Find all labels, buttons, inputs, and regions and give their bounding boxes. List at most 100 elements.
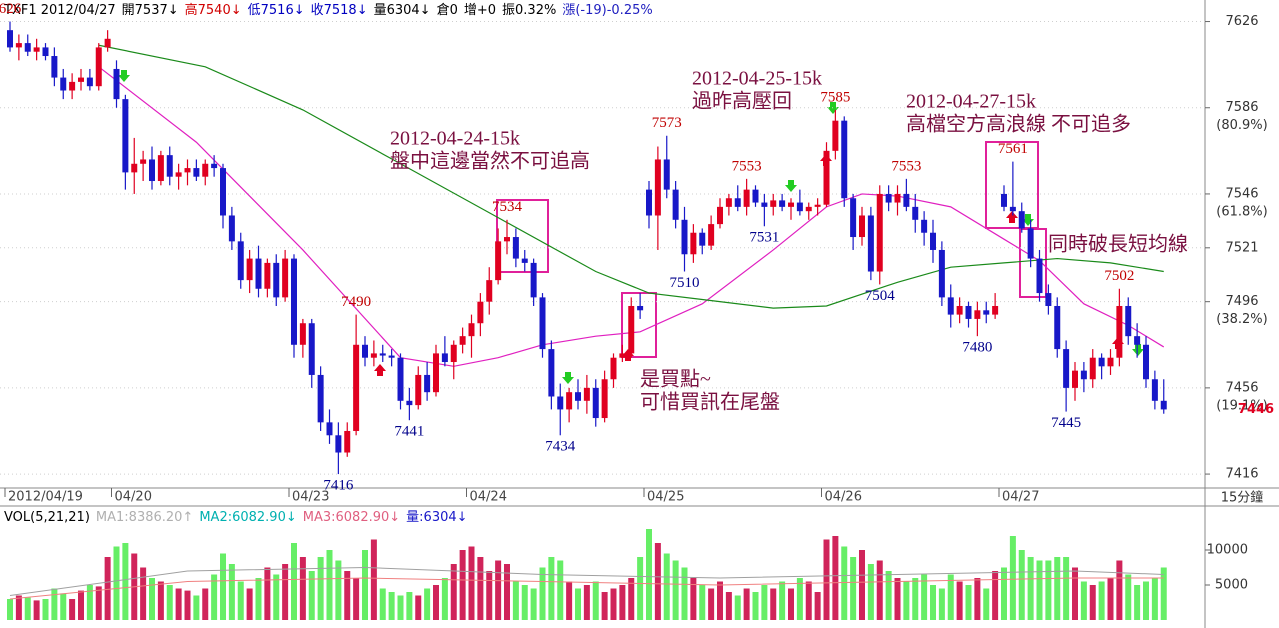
volume-bar (326, 550, 333, 620)
candle-body (752, 189, 759, 203)
price-label: 7441 (394, 424, 424, 440)
y-tick-label: 7546 (1225, 186, 1258, 201)
header-item: 高7540↓ (185, 2, 242, 18)
fib-label: (19.1%) (1216, 398, 1267, 413)
price-label: 7585 (820, 89, 850, 105)
candle-body (477, 301, 484, 324)
candle-body (1009, 206, 1016, 212)
candle-body (885, 193, 892, 203)
volume-header-item: MA2:6082.90↓ (199, 510, 296, 525)
volume-bar (992, 571, 999, 620)
candle-body (157, 155, 164, 182)
candle-body (512, 237, 519, 259)
header-item: 低7516↓ (248, 3, 305, 18)
candle-body (1151, 379, 1158, 401)
y-tick-label: 7521 (1225, 240, 1258, 255)
volume-bar (779, 581, 786, 620)
volume-bar (601, 592, 608, 620)
candle-body (486, 280, 493, 302)
candle-body (530, 262, 537, 298)
candle-body (521, 258, 528, 263)
candle-body (1027, 228, 1034, 259)
candle-body (104, 38, 111, 48)
y-tick-label: 7416 (1225, 467, 1258, 482)
candle-body (1018, 211, 1025, 229)
volume-bar (388, 592, 395, 620)
volume-bar (406, 592, 413, 620)
volume-bar (947, 574, 954, 620)
volume-bar (805, 581, 812, 620)
candle-body (823, 150, 830, 205)
volume-bar (717, 581, 723, 620)
candle-body (353, 344, 360, 431)
volume-bar (1054, 557, 1061, 620)
candle-body (592, 387, 599, 419)
volume-header-item: 量:6304↓ (406, 510, 467, 525)
candle-body (912, 206, 919, 220)
volume-bar (255, 578, 262, 620)
volume-bar (299, 557, 306, 620)
candle-body (583, 387, 590, 401)
header-item: TXF1 2012/04/27 (3, 3, 116, 18)
candle-body (983, 310, 990, 315)
volume-bar (788, 588, 794, 620)
header-item: 增+0 (464, 3, 496, 18)
volume-bar (104, 557, 111, 620)
volume-bar (149, 578, 155, 620)
annotation: 高檔空方高浪線 不可追多 (906, 113, 1131, 136)
volume-bar (583, 585, 590, 620)
price-label: 7490 (341, 294, 371, 310)
price-label: 7553 (732, 158, 762, 174)
volume-bar (175, 588, 182, 620)
candle-body (903, 193, 910, 207)
volume-bar (308, 571, 315, 620)
volume-bar (956, 581, 963, 620)
candle-body (7, 30, 13, 48)
header-item: 收7518↓ (311, 3, 368, 18)
period-label: 15分鐘 (1221, 490, 1264, 506)
candle-body (397, 357, 404, 401)
volume-bar (51, 588, 58, 620)
volume-bar (140, 567, 147, 620)
candle-body (299, 323, 306, 345)
candle-body (850, 198, 857, 238)
volume-bar (699, 585, 706, 620)
header-item: 開7537↓ (122, 3, 179, 18)
x-tick-label: 04/26 (825, 490, 862, 505)
candle-body (708, 224, 715, 246)
candle-body (255, 258, 262, 289)
candle-body (628, 305, 635, 354)
candle-body (1054, 305, 1061, 350)
candle-body (149, 159, 155, 182)
volume-bar (24, 597, 31, 620)
volume-bar (672, 560, 679, 620)
candle-body (424, 374, 431, 393)
volume-bar (1143, 581, 1149, 620)
candle-body (370, 353, 377, 358)
volume-bar (33, 600, 40, 620)
annotation: 2012-04-25-15k (692, 68, 822, 90)
volume-bar (566, 581, 573, 620)
volume-bar (628, 578, 635, 620)
volume-bar (557, 560, 564, 620)
candle-body (734, 198, 741, 207)
volume-bar (548, 557, 555, 620)
volume-bar (468, 546, 475, 620)
volume-bar (69, 599, 76, 620)
volume-bar (512, 581, 519, 620)
volume-bar (42, 599, 49, 620)
highlight-box (985, 141, 1039, 229)
candle-body (459, 336, 466, 345)
volume-bar (681, 567, 688, 620)
volume-bar (211, 574, 218, 620)
volume-bar (708, 588, 715, 620)
header-item: 振0.32% (502, 3, 556, 18)
candle-body (619, 353, 626, 358)
volume-bar (1134, 585, 1141, 620)
candle-body (974, 310, 981, 319)
y-tick-label: 7586 (1225, 100, 1258, 115)
volume-bar (1063, 557, 1070, 620)
candle-body (388, 355, 395, 358)
candle-body (601, 379, 608, 419)
x-tick-label: 04/27 (1002, 490, 1039, 505)
